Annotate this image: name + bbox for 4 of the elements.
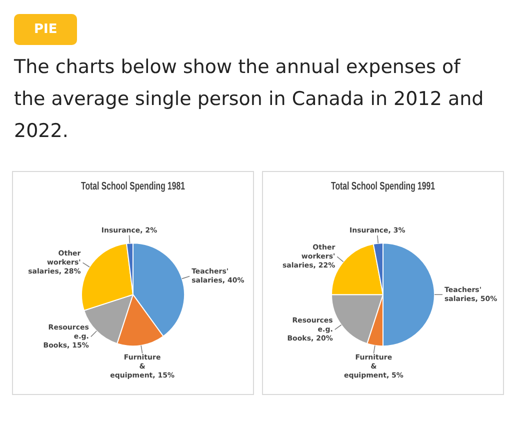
text: PIE: [14, 14, 78, 45]
chart-title: Total School Spending 1991: [331, 180, 436, 194]
text: The charts below show the annual expenses of the average single person in Canada in 2012 and 2022.: [14, 55, 485, 144]
chart-title: Total School Spending 1981: [81, 180, 186, 194]
